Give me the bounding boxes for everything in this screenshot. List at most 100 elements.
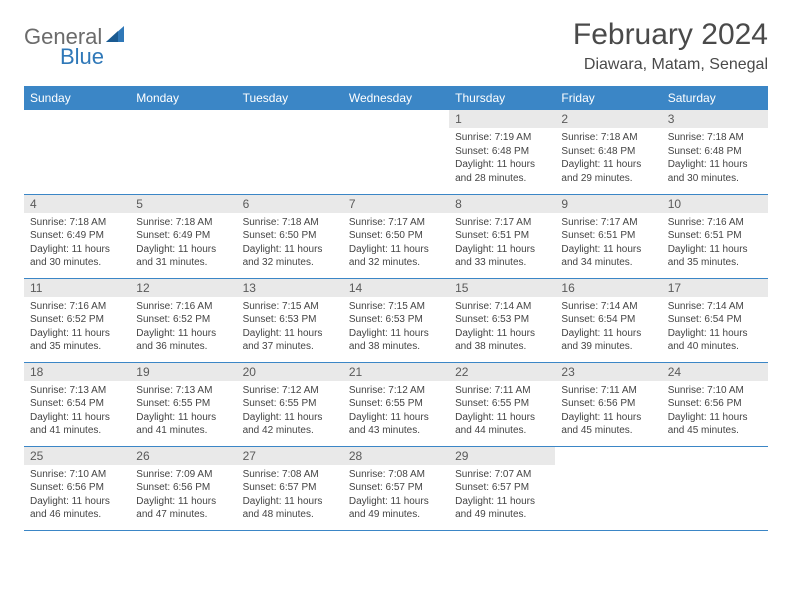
sunrise-text: Sunrise: 7:12 AM xyxy=(349,384,443,398)
sunset-text: Sunset: 6:56 PM xyxy=(561,397,655,411)
day-info: Sunrise: 7:16 AMSunset: 6:52 PMDaylight:… xyxy=(30,300,124,354)
daylight-text: Daylight: 11 hours and 37 minutes. xyxy=(243,327,337,354)
day-number: 4 xyxy=(24,195,130,213)
calendar-cell: 10Sunrise: 7:16 AMSunset: 6:51 PMDayligh… xyxy=(662,194,768,278)
daylight-text: Daylight: 11 hours and 35 minutes. xyxy=(30,327,124,354)
day-header: Saturday xyxy=(662,86,768,110)
day-number: 17 xyxy=(662,279,768,297)
day-header: Sunday xyxy=(24,86,130,110)
daylight-text: Daylight: 11 hours and 41 minutes. xyxy=(136,411,230,438)
day-number: 12 xyxy=(130,279,236,297)
daylight-text: Daylight: 11 hours and 44 minutes. xyxy=(455,411,549,438)
daylight-text: Daylight: 11 hours and 39 minutes. xyxy=(561,327,655,354)
daylight-text: Daylight: 11 hours and 34 minutes. xyxy=(561,243,655,270)
sunrise-text: Sunrise: 7:10 AM xyxy=(30,468,124,482)
calendar-cell xyxy=(24,110,130,194)
sunset-text: Sunset: 6:55 PM xyxy=(243,397,337,411)
sunset-text: Sunset: 6:55 PM xyxy=(349,397,443,411)
daylight-text: Daylight: 11 hours and 35 minutes. xyxy=(668,243,762,270)
sunset-text: Sunset: 6:56 PM xyxy=(30,481,124,495)
day-info: Sunrise: 7:12 AMSunset: 6:55 PMDaylight:… xyxy=(349,384,443,438)
sunrise-text: Sunrise: 7:09 AM xyxy=(136,468,230,482)
calendar-cell: 29Sunrise: 7:07 AMSunset: 6:57 PMDayligh… xyxy=(449,446,555,530)
calendar-cell: 11 Sunrise: 7:16 AMSunset: 6:52 PMDayligh… xyxy=(24,278,130,362)
daylight-text: Daylight: 11 hours and 38 minutes. xyxy=(349,327,443,354)
day-number: 20 xyxy=(237,363,343,381)
daylight-text: Daylight: 11 hours and 47 minutes. xyxy=(136,495,230,522)
calendar-cell: 2Sunrise: 7:18 AMSunset: 6:48 PMDaylight… xyxy=(555,110,661,194)
sunset-text: Sunset: 6:57 PM xyxy=(349,481,443,495)
sunrise-text: Sunrise: 7:18 AM xyxy=(561,131,655,145)
day-number: 29 xyxy=(449,447,555,465)
day-info: Sunrise: 7:10 AMSunset: 6:56 PMDaylight:… xyxy=(668,384,762,438)
daylight-text: Daylight: 11 hours and 32 minutes. xyxy=(349,243,443,270)
location-label: Diawara, Matam, Senegal xyxy=(573,56,768,74)
calendar-cell: 21 Sunrise: 7:12 AMSunset: 6:55 PMDayligh… xyxy=(343,362,449,446)
day-number: 11 xyxy=(24,279,130,297)
sunset-text: Sunset: 6:51 PM xyxy=(561,229,655,243)
daylight-text: Daylight: 11 hours and 31 minutes. xyxy=(136,243,230,270)
calendar-cell: 17Sunrise: 7:14 AMSunset: 6:54 PMDayligh… xyxy=(662,278,768,362)
daylight-text: Daylight: 11 hours and 32 minutes. xyxy=(243,243,337,270)
sunrise-text: Sunrise: 7:07 AM xyxy=(455,468,549,482)
sunrise-text: Sunrise: 7:19 AM xyxy=(455,131,549,145)
calendar-table: Sunday Monday Tuesday Wednesday Thursday… xyxy=(24,86,768,531)
calendar-row: 11 Sunrise: 7:16 AMSunset: 6:52 PMDayligh… xyxy=(24,278,768,362)
daylight-text: Daylight: 11 hours and 42 minutes. xyxy=(243,411,337,438)
day-number: 24 xyxy=(662,363,768,381)
daylight-text: Daylight: 11 hours and 30 minutes. xyxy=(30,243,124,270)
sunset-text: Sunset: 6:49 PM xyxy=(136,229,230,243)
sunset-text: Sunset: 6:57 PM xyxy=(455,481,549,495)
sunset-text: Sunset: 6:56 PM xyxy=(668,397,762,411)
day-header: Tuesday xyxy=(237,86,343,110)
day-number: 18 xyxy=(24,363,130,381)
daylight-text: Daylight: 11 hours and 29 minutes. xyxy=(561,158,655,185)
daylight-text: Daylight: 11 hours and 49 minutes. xyxy=(349,495,443,522)
day-info: Sunrise: 7:17 AMSunset: 6:50 PMDaylight:… xyxy=(349,216,443,270)
daylight-text: Daylight: 11 hours and 38 minutes. xyxy=(455,327,549,354)
sunset-text: Sunset: 6:54 PM xyxy=(561,313,655,327)
calendar-cell: 22Sunrise: 7:11 AMSunset: 6:55 PMDayligh… xyxy=(449,362,555,446)
calendar-cell: 16Sunrise: 7:14 AMSunset: 6:54 PMDayligh… xyxy=(555,278,661,362)
calendar-cell: 18 Sunrise: 7:13 AMSunset: 6:54 PMDayligh… xyxy=(24,362,130,446)
calendar-cell: 20 Sunrise: 7:12 AMSunset: 6:55 PMDayligh… xyxy=(237,362,343,446)
day-info: Sunrise: 7:14 AMSunset: 6:54 PMDaylight:… xyxy=(561,300,655,354)
calendar-cell xyxy=(555,446,661,530)
day-info: Sunrise: 7:11 AMSunset: 6:56 PMDaylight:… xyxy=(561,384,655,438)
daylight-text: Daylight: 11 hours and 45 minutes. xyxy=(668,411,762,438)
day-info: Sunrise: 7:18 AMSunset: 6:49 PMDaylight:… xyxy=(136,216,230,270)
sunrise-text: Sunrise: 7:17 AM xyxy=(349,216,443,230)
calendar-row: 25Sunrise: 7:10 AMSunset: 6:56 PMDayligh… xyxy=(24,446,768,530)
day-number: 27 xyxy=(237,447,343,465)
day-number: 15 xyxy=(449,279,555,297)
header: General February 2024 Diawara, Matam, Se… xyxy=(24,18,768,74)
calendar-cell: 19Sunrise: 7:13 AMSunset: 6:55 PMDayligh… xyxy=(130,362,236,446)
sunrise-text: Sunrise: 7:14 AM xyxy=(668,300,762,314)
daylight-text: Daylight: 11 hours and 28 minutes. xyxy=(455,158,549,185)
day-header: Monday xyxy=(130,86,236,110)
sunset-text: Sunset: 6:51 PM xyxy=(455,229,549,243)
day-info: Sunrise: 7:08 AMSunset: 6:57 PMDaylight:… xyxy=(243,468,337,522)
sunrise-text: Sunrise: 7:18 AM xyxy=(668,131,762,145)
calendar-body: 1Sunrise: 7:19 AMSunset: 6:48 PMDaylight… xyxy=(24,110,768,530)
daylight-text: Daylight: 11 hours and 36 minutes. xyxy=(136,327,230,354)
sunset-text: Sunset: 6:54 PM xyxy=(668,313,762,327)
day-number: 5 xyxy=(130,195,236,213)
sunrise-text: Sunrise: 7:15 AM xyxy=(243,300,337,314)
day-info: Sunrise: 7:14 AMSunset: 6:53 PMDaylight:… xyxy=(455,300,549,354)
day-info: Sunrise: 7:18 AMSunset: 6:48 PMDaylight:… xyxy=(561,131,655,185)
day-header-row: Sunday Monday Tuesday Wednesday Thursday… xyxy=(24,86,768,110)
calendar-cell: 4Sunrise: 7:18 AMSunset: 6:49 PMDaylight… xyxy=(24,194,130,278)
sunrise-text: Sunrise: 7:14 AM xyxy=(561,300,655,314)
sunset-text: Sunset: 6:53 PM xyxy=(349,313,443,327)
day-number: 21 xyxy=(343,363,449,381)
sunset-text: Sunset: 6:53 PM xyxy=(243,313,337,327)
day-info: Sunrise: 7:12 AMSunset: 6:55 PMDaylight:… xyxy=(243,384,337,438)
day-number: 3 xyxy=(662,110,768,128)
calendar-cell xyxy=(237,110,343,194)
day-info: Sunrise: 7:13 AMSunset: 6:54 PMDaylight:… xyxy=(30,384,124,438)
day-number: 1 xyxy=(449,110,555,128)
day-number: 26 xyxy=(130,447,236,465)
day-info: Sunrise: 7:10 AMSunset: 6:56 PMDaylight:… xyxy=(30,468,124,522)
day-number: 14 xyxy=(343,279,449,297)
